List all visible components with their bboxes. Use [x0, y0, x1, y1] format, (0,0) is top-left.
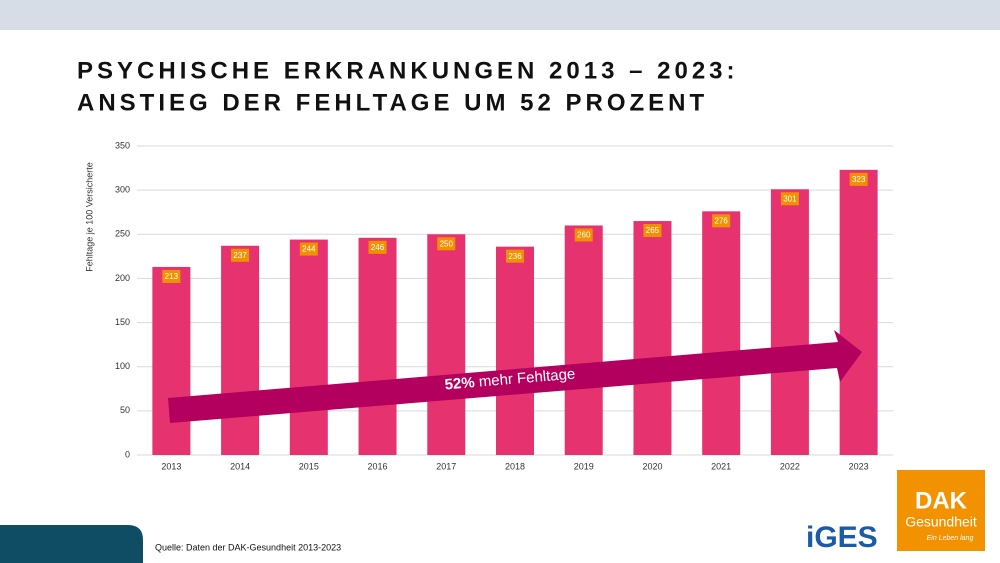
- plot: 0 50 100 150 200 250 300 350 2013 213 2014 237 2015 2…: [115, 140, 893, 471]
- value-label-box: [162, 269, 181, 283]
- dak-logo-claim: Ein Leben lang: [927, 535, 974, 542]
- value-label: 237: [233, 251, 247, 260]
- arrow-shape: [168, 330, 862, 423]
- bar: [770, 189, 809, 455]
- bar: [702, 211, 741, 455]
- title-line: ANSTIEG DER FEHLTAGE UM 52 PROZENT: [77, 89, 708, 116]
- value-label-box: [849, 172, 868, 186]
- x-tick-label: 2013: [161, 461, 181, 471]
- value-label-box: [437, 237, 456, 251]
- value-label: 301: [783, 194, 797, 203]
- bar: [152, 266, 191, 455]
- dak-logo: [897, 470, 985, 551]
- value-label-box: [299, 242, 318, 256]
- source: Quelle: Daten der DAK-Gesundheit 2013-20…: [155, 542, 341, 552]
- value-label: 276: [715, 216, 729, 225]
- value-label-box: [231, 248, 250, 262]
- value-label: 260: [577, 231, 591, 240]
- x-tick-label: 2023: [849, 461, 869, 471]
- bar: [633, 221, 672, 455]
- x-tick-label: 2018: [505, 461, 525, 471]
- x-tick-label: 2021: [711, 461, 731, 471]
- y-axis-label: Fehltage je 100 Versicherte: [84, 162, 94, 272]
- y-tick-label: 50: [120, 405, 130, 415]
- title-line: PSYCHISCHE ERKRANKUNGEN 2013 – 2023:: [77, 57, 739, 84]
- footer-shape: [0, 525, 143, 563]
- value-label: 265: [646, 226, 660, 235]
- value-label-box: [574, 228, 593, 242]
- y-tick-label: 200: [115, 273, 130, 283]
- bar: [496, 246, 534, 455]
- value-label: 213: [165, 272, 179, 281]
- value-label-box: [506, 249, 524, 263]
- x-tick-label: 2015: [299, 461, 319, 471]
- y-tick-label: 300: [115, 185, 130, 195]
- bar: [289, 239, 328, 455]
- value-label-box: [368, 240, 387, 254]
- value-label: 236: [508, 252, 522, 261]
- y-tick-label: 350: [115, 140, 130, 150]
- value-label-box: [780, 192, 799, 206]
- value-label-box: [712, 214, 731, 228]
- x-tick-label: 2022: [780, 461, 800, 471]
- bar: [221, 245, 260, 455]
- annotation-bold: 52%: [444, 374, 475, 393]
- value-label: 323: [852, 175, 866, 184]
- iges-logo: iGES: [806, 521, 878, 554]
- bar: [839, 169, 878, 455]
- dak-logo-sub: Gesundheit: [905, 514, 977, 530]
- top-bar: [0, 0, 1000, 30]
- y-tick-label: 150: [115, 317, 130, 327]
- x-tick-label: 2019: [574, 461, 594, 471]
- x-tick-label: 2016: [368, 461, 388, 471]
- x-tick-label: 2020: [642, 461, 662, 471]
- x-tick-label: 2014: [230, 461, 250, 471]
- dak-logo-text: DAK: [915, 487, 968, 514]
- y-tick-label: 0: [125, 449, 130, 459]
- bar: [427, 234, 466, 455]
- value-label: 244: [302, 245, 316, 254]
- value-label-box: [643, 224, 662, 238]
- value-label: 250: [440, 239, 454, 248]
- y-tick-label: 250: [115, 229, 130, 239]
- bar: [564, 225, 603, 455]
- bar: [358, 237, 397, 455]
- value-label: 246: [371, 243, 385, 252]
- x-tick-label: 2017: [436, 461, 456, 471]
- y-tick-label: 100: [115, 361, 130, 371]
